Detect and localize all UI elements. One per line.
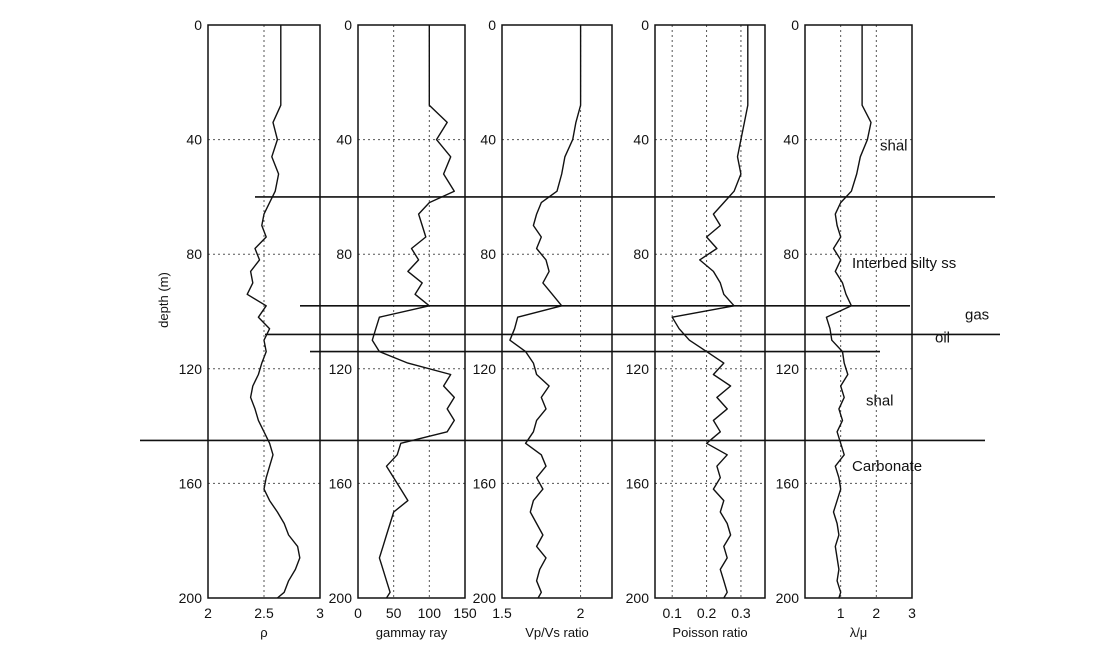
depth-tick-label: 120 — [179, 361, 203, 377]
log-trace-poisson — [671, 25, 749, 599]
frames-layer — [207, 24, 913, 599]
depth-tick-label: 40 — [336, 132, 352, 148]
depth-tick-label: 0 — [488, 17, 496, 33]
log-trace-vp-vs — [509, 25, 582, 599]
depth-tick-label: 120 — [329, 361, 353, 377]
x-tick-label: 2.5 — [254, 605, 274, 621]
depth-tick-label: 0 — [641, 17, 649, 33]
depth-tick-label: 200 — [626, 590, 650, 606]
x-axis-label-lambda-mu: λ/μ — [850, 625, 868, 640]
x-axis-label-gamma-ray: gammay ray — [376, 625, 448, 640]
depth-tick-label: 200 — [329, 590, 353, 606]
x-tick-label: 2 — [872, 605, 880, 621]
traces-layer — [246, 25, 872, 599]
depth-tick-label: 160 — [626, 475, 650, 491]
x-tick-label: 1 — [837, 605, 845, 621]
panel-frame-vp-vs — [501, 24, 613, 599]
depth-tick-label: 0 — [791, 17, 799, 33]
x-axis-label-vp-vs: Vp/Vs ratio — [525, 625, 589, 640]
x-tick-label: 1.5 — [492, 605, 512, 621]
depth-tick-label: 160 — [776, 475, 800, 491]
boundaries-layer — [140, 196, 1000, 442]
x-tick-label: 100 — [418, 605, 442, 621]
log-trace-gamma-ray — [371, 25, 455, 599]
x-tick-label: 2 — [204, 605, 212, 621]
annotation-label: Carbonate — [852, 458, 922, 475]
depth-tick-label: 160 — [179, 475, 203, 491]
annotation-label: shal — [880, 137, 908, 154]
log-trace-density — [246, 25, 301, 599]
x-tick-label: 0.1 — [662, 605, 682, 621]
depth-tick-label: 120 — [626, 361, 650, 377]
depth-tick-label: 120 — [776, 361, 800, 377]
depth-tick-label: 80 — [480, 246, 496, 262]
depth-tick-label: 160 — [473, 475, 497, 491]
depth-tick-label: 160 — [329, 475, 353, 491]
depth-tick-label: 200 — [179, 590, 203, 606]
grid-layer — [208, 25, 912, 598]
depth-tick-label: 120 — [473, 361, 497, 377]
annotation-label: oil — [935, 329, 950, 346]
x-tick-label: 2 — [577, 605, 585, 621]
depth-tick-label: 40 — [186, 132, 202, 148]
depth-tick-label: 200 — [776, 590, 800, 606]
x-axis-label-poisson: Poisson ratio — [672, 625, 747, 640]
depth-tick-label: 200 — [473, 590, 497, 606]
depth-tick-label: 80 — [633, 246, 649, 262]
x-tick-label: 0.2 — [697, 605, 717, 621]
depth-tick-label: 0 — [344, 17, 352, 33]
x-tick-label: 50 — [386, 605, 402, 621]
log-trace-lambda-mu — [825, 25, 872, 599]
annotation-label: gas — [965, 306, 989, 323]
depth-tick-label: 80 — [783, 246, 799, 262]
depth-tick-label: 40 — [783, 132, 799, 148]
depth-tick-label: 40 — [633, 132, 649, 148]
x-tick-label: 3 — [908, 605, 916, 621]
x-tick-label: 150 — [453, 605, 477, 621]
depth-axis-label: depth (m) — [156, 272, 171, 328]
x-axis-label-density: ρ — [260, 625, 267, 640]
depth-tick-label: 80 — [336, 246, 352, 262]
panel-frame-density — [207, 24, 321, 599]
depth-tick-label: 40 — [480, 132, 496, 148]
x-tick-label: 0.3 — [731, 605, 751, 621]
depth-tick-label: 0 — [194, 17, 202, 33]
x-tick-label: 3 — [316, 605, 324, 621]
x-tick-label: 0 — [354, 605, 362, 621]
panel-frame-poisson — [654, 24, 766, 599]
annotation-label: shal — [866, 392, 894, 409]
panel-frame-lambda-mu — [804, 24, 913, 599]
depth-tick-label: 80 — [186, 246, 202, 262]
panel-frame-gamma-ray — [357, 24, 466, 599]
annotation-label: Interbed silty ss — [852, 255, 956, 272]
